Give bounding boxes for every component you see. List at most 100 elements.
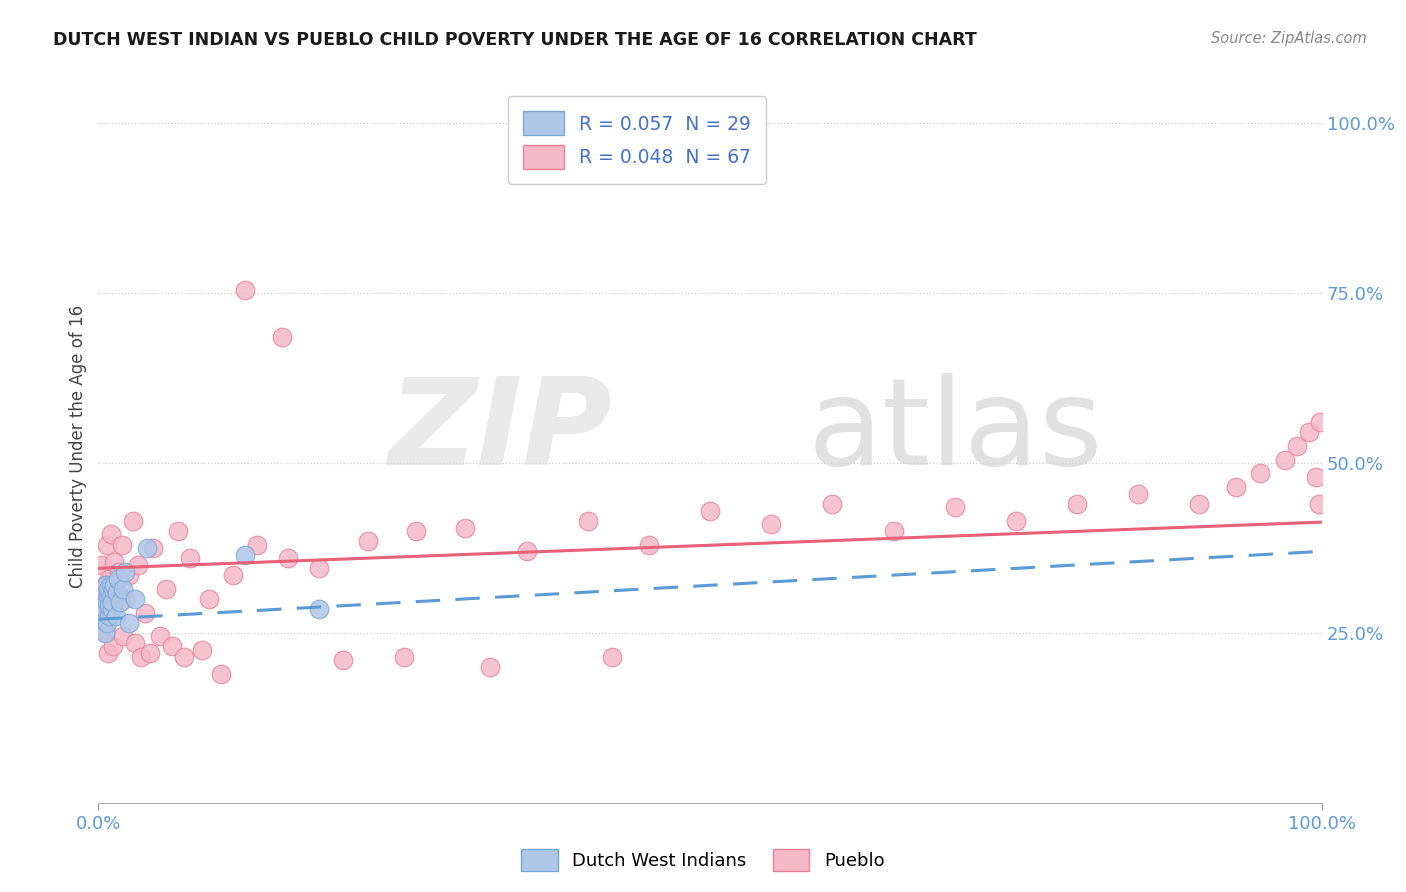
Point [94, 626, 117, 640]
Point [222, 568, 245, 582]
Point [107, 572, 129, 586]
Point [93, 591, 115, 606]
Point [821, 497, 844, 511]
Point [167, 524, 190, 538]
Point [1286, 439, 1309, 453]
Point [121, 514, 143, 528]
Point [943, 500, 966, 515]
Legend: R = 0.057  N = 29, R = 0.048  N = 67: R = 0.057 N = 29, R = 0.048 N = 67 [508, 96, 766, 184]
Point [101, 602, 124, 616]
Point [118, 568, 141, 582]
Point [478, 660, 501, 674]
Point [97, 606, 120, 620]
Point [1274, 452, 1296, 467]
Point [97, 646, 120, 660]
Point [100, 527, 122, 541]
Point [699, 503, 721, 517]
Point [308, 602, 330, 616]
Y-axis label: Child Poverty Under the Age of 16: Child Poverty Under the Age of 16 [69, 304, 87, 588]
Point [155, 582, 177, 596]
Point [93, 578, 115, 592]
Point [515, 544, 537, 558]
Point [129, 649, 152, 664]
Point [110, 595, 132, 609]
Point [114, 591, 136, 606]
Point [94, 585, 117, 599]
Point [93, 602, 115, 616]
Point [308, 561, 330, 575]
Point [100, 589, 122, 603]
Point [405, 524, 427, 538]
Point [91, 612, 114, 626]
Point [356, 534, 378, 549]
Point [103, 555, 125, 569]
Point [93, 626, 115, 640]
Point [179, 551, 201, 566]
Point [139, 646, 162, 660]
Point [173, 649, 195, 664]
Point [98, 608, 121, 623]
Point [94, 578, 117, 592]
Point [600, 649, 623, 664]
Point [124, 636, 146, 650]
Point [103, 578, 125, 592]
Point [392, 649, 416, 664]
Point [1308, 497, 1330, 511]
Point [114, 565, 136, 579]
Point [105, 585, 128, 599]
Point [160, 640, 183, 654]
Text: DUTCH WEST INDIAN VS PUEBLO CHILD POVERTY UNDER THE AGE OF 16 CORRELATION CHART: DUTCH WEST INDIAN VS PUEBLO CHILD POVERT… [53, 31, 977, 49]
Point [142, 541, 165, 555]
Point [246, 537, 269, 551]
Point [111, 629, 134, 643]
Point [96, 615, 118, 630]
Point [277, 551, 299, 566]
Point [100, 578, 122, 592]
Point [233, 548, 256, 562]
Point [124, 591, 146, 606]
Point [576, 514, 599, 528]
Point [1004, 514, 1026, 528]
Point [98, 599, 121, 613]
Point [1066, 497, 1088, 511]
Point [111, 537, 134, 551]
Point [97, 589, 120, 603]
Point [101, 595, 124, 609]
Point [101, 582, 124, 596]
Point [332, 653, 354, 667]
Point [1128, 486, 1150, 500]
Point [270, 330, 294, 344]
Point [96, 595, 118, 609]
Point [101, 582, 124, 596]
Point [1305, 469, 1327, 483]
Point [118, 615, 141, 630]
Point [105, 591, 128, 606]
Point [96, 537, 118, 551]
Text: Source: ZipAtlas.com: Source: ZipAtlas.com [1211, 31, 1367, 46]
Point [637, 537, 661, 551]
Point [209, 666, 232, 681]
Point [127, 558, 149, 572]
Point [883, 524, 905, 538]
Point [101, 640, 124, 654]
Point [108, 565, 131, 579]
Point [134, 606, 156, 620]
Point [761, 517, 783, 532]
Point [1298, 425, 1320, 440]
Point [104, 608, 127, 623]
Point [149, 629, 172, 643]
Point [98, 572, 121, 586]
Point [91, 558, 114, 572]
Point [454, 520, 477, 534]
Point [1188, 497, 1211, 511]
Point [97, 582, 120, 596]
Point [111, 582, 134, 596]
Point [136, 541, 159, 555]
Point [197, 591, 219, 606]
Point [1309, 415, 1331, 429]
Point [233, 283, 256, 297]
Point [1249, 466, 1271, 480]
Legend: Dutch West Indians, Pueblo: Dutch West Indians, Pueblo [515, 842, 891, 879]
Text: ZIP: ZIP [388, 373, 612, 491]
Point [191, 643, 214, 657]
